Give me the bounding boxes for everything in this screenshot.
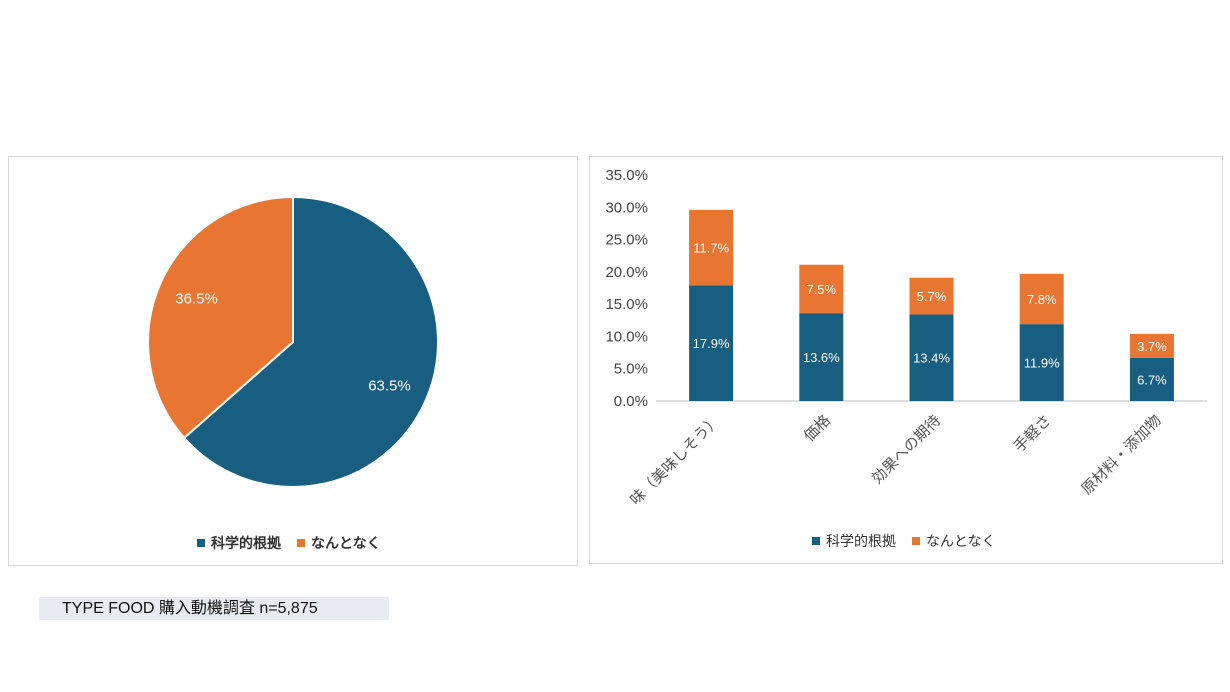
legend-label: 科学的根拠 bbox=[826, 534, 896, 550]
bar-legend-item-nantonaku: なんとなく bbox=[912, 531, 996, 551]
pie-chart: 63.5% 36.5% bbox=[147, 195, 439, 488]
bar-segment bbox=[909, 277, 954, 315]
pie-legend: 科学的根拠 なんとなく bbox=[197, 533, 397, 553]
pie-slice-0 bbox=[182, 195, 439, 488]
bar-segment bbox=[1019, 324, 1064, 401]
x-tick-label: 味（美味しそう） bbox=[626, 411, 724, 509]
x-tick-label: 手軽さ bbox=[1010, 411, 1055, 456]
pie-slice-1 bbox=[147, 195, 294, 440]
bar-data-label: 13.4% bbox=[913, 351, 950, 366]
y-tick-label: 10.0% bbox=[605, 328, 648, 345]
bar-segment bbox=[799, 313, 844, 401]
legend-label: なんとなく bbox=[926, 534, 996, 550]
legend-swatch-science bbox=[197, 539, 205, 547]
source-note: TYPE FOOD 購入動機調査 n=5,875 bbox=[39, 597, 389, 620]
pie-data-label: 63.5% bbox=[368, 378, 411, 395]
legend-label: 科学的根拠 bbox=[211, 536, 281, 552]
pie-legend-item-science: 科学的根拠 bbox=[197, 533, 281, 553]
y-tick-label: 35.0% bbox=[605, 167, 648, 184]
pie-chart-panel: 63.5% 36.5% 科学的根拠 なんとなく bbox=[8, 156, 578, 566]
bar-segment bbox=[799, 264, 844, 314]
bar-data-label: 17.9% bbox=[693, 336, 730, 351]
legend-swatch-science bbox=[812, 537, 820, 545]
x-tick-label: 原材料・添加物 bbox=[1078, 411, 1165, 498]
bar-data-label: 11.7% bbox=[693, 241, 729, 256]
bar-data-label: 6.7% bbox=[1137, 372, 1167, 387]
bar-segment bbox=[689, 285, 734, 401]
bar-data-label: 13.6% bbox=[803, 350, 840, 365]
y-tick-label: 30.0% bbox=[605, 199, 648, 216]
bar-legend-item-science: 科学的根拠 bbox=[812, 531, 896, 551]
x-tick-label: 価格 bbox=[800, 411, 834, 445]
y-tick-label: 15.0% bbox=[605, 296, 648, 313]
bar-segment bbox=[909, 314, 954, 401]
legend-swatch-nantonaku bbox=[297, 539, 305, 547]
bar-data-label: 7.5% bbox=[806, 282, 836, 297]
bar-segment bbox=[1129, 333, 1174, 358]
stacked-bar-chart: 0.0% 5.0% 10.0% 15.0% 20.0% 25.0% 30.0% 35.0% 17… bbox=[605, 167, 1207, 509]
bar-data-label: 7.8% bbox=[1027, 292, 1057, 307]
bar-segment bbox=[1019, 273, 1064, 325]
y-tick-label: 5.0% bbox=[614, 361, 648, 378]
bar-chart-panel: 0.0% 5.0% 10.0% 15.0% 20.0% 25.0% 30.0% 35.0% 17… bbox=[589, 156, 1223, 564]
y-tick-label: 0.0% bbox=[614, 393, 648, 410]
legend-swatch-nantonaku bbox=[912, 537, 920, 545]
x-tick-label: 効果への期待 bbox=[868, 411, 944, 487]
pie-legend-item-nantonaku: なんとなく bbox=[297, 533, 381, 553]
y-tick-label: 20.0% bbox=[605, 264, 648, 281]
bar-data-label: 11.9% bbox=[1024, 356, 1060, 371]
bar-segment bbox=[689, 209, 734, 286]
pie-data-label: 36.5% bbox=[175, 290, 218, 307]
bar-data-label: 3.7% bbox=[1137, 339, 1167, 354]
legend-label: なんとなく bbox=[311, 536, 381, 552]
bar-legend: 科学的根拠 なんとなく bbox=[812, 531, 1012, 551]
bar-data-label: 5.7% bbox=[917, 289, 947, 304]
y-tick-label: 25.0% bbox=[605, 232, 648, 249]
bar-segment bbox=[1129, 357, 1174, 401]
